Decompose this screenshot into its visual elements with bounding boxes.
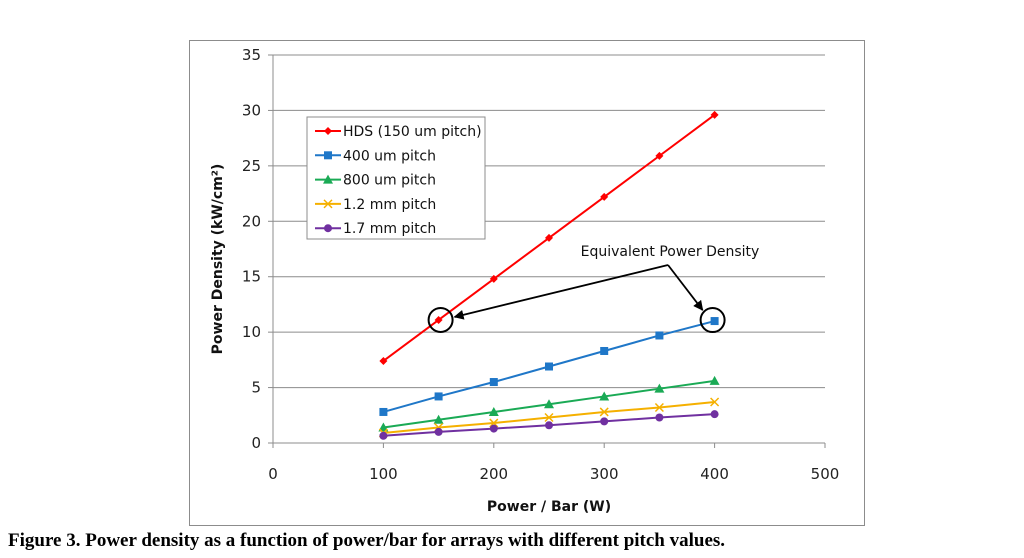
data-point xyxy=(545,362,553,371)
legend-label: 800 um pitch xyxy=(343,173,436,189)
series-5 xyxy=(379,410,719,440)
legend-marker xyxy=(324,127,332,135)
highlight-circle xyxy=(427,306,454,333)
data-point xyxy=(710,110,719,119)
y-axis-title: Power Density (kW/cm²) xyxy=(210,164,226,355)
data-point xyxy=(600,346,609,355)
data-point xyxy=(434,315,443,324)
data-point xyxy=(599,391,610,401)
series-group xyxy=(378,110,720,440)
data-point xyxy=(433,414,444,424)
data-point xyxy=(434,392,443,401)
annotation-label: Equivalent Power Density xyxy=(581,244,760,260)
data-point xyxy=(710,410,719,419)
series-2 xyxy=(379,317,719,416)
legend-box xyxy=(306,116,486,240)
data-point xyxy=(545,421,553,430)
data-point xyxy=(489,274,498,283)
y-tick-label: 30 xyxy=(242,101,261,119)
data-point xyxy=(434,427,443,436)
x-tick-label: 300 xyxy=(590,465,619,483)
data-point xyxy=(654,402,664,413)
data-point xyxy=(710,397,720,407)
data-point xyxy=(655,151,664,160)
data-point xyxy=(488,406,499,416)
data-point xyxy=(379,407,388,416)
data-point xyxy=(600,192,609,201)
y-tick-label: 10 xyxy=(242,323,261,341)
y-tick-label: 5 xyxy=(251,379,261,397)
legend-label: 1.2 mm pitch xyxy=(343,197,436,213)
y-tick-label: 20 xyxy=(242,212,261,230)
x-tick-label: 400 xyxy=(700,465,729,483)
data-point xyxy=(489,424,498,433)
legend-label: 1.7 mm pitch xyxy=(343,221,436,237)
figure-caption: Figure 3. Power density as a function of… xyxy=(8,530,726,551)
legend-item: 1.2 mm pitch xyxy=(315,197,436,213)
data-point xyxy=(599,407,609,417)
x-tick-label: 200 xyxy=(479,465,508,483)
x-axis-title: Power / Bar (W) xyxy=(487,499,611,515)
data-point xyxy=(545,233,553,242)
x-tick-label: 100 xyxy=(369,465,398,483)
highlight-circle xyxy=(699,307,726,334)
chart-frame xyxy=(189,40,865,526)
legend-item: 1.7 mm pitch xyxy=(315,221,436,237)
series-3 xyxy=(378,375,720,432)
data-point xyxy=(710,317,719,326)
power-density-chart: 0 5 10 15 20 25 30 35 0 100 200 300 400 500 Equivalen… xyxy=(210,46,839,515)
x-tick-label: 0 xyxy=(268,465,278,483)
data-point xyxy=(544,412,554,423)
legend-label: HDS (150 um pitch) xyxy=(343,124,482,140)
legend-item: 400 um pitch xyxy=(315,148,436,164)
y-tick-label: 0 xyxy=(251,434,261,452)
legend-label: 400 um pitch xyxy=(343,148,436,164)
data-point xyxy=(600,417,609,426)
data-point xyxy=(379,356,388,365)
data-point xyxy=(379,431,388,440)
legend-item: 800 um pitch xyxy=(315,173,436,189)
y-tick-label: 25 xyxy=(242,157,261,175)
annotation-arrow xyxy=(453,264,669,320)
data-point xyxy=(655,331,664,340)
data-point xyxy=(378,422,389,432)
legend-marker xyxy=(323,199,333,209)
data-point xyxy=(544,399,554,409)
data-point xyxy=(654,383,665,393)
data-point xyxy=(489,378,498,387)
x-tick-label: 500 xyxy=(811,465,840,483)
y-tick-label: 15 xyxy=(242,268,261,286)
axes: 0 5 10 15 20 25 30 35 0 100 200 300 400 500 xyxy=(242,46,839,483)
series-1 xyxy=(379,110,719,365)
annotation-arrow xyxy=(667,264,704,311)
legend-marker xyxy=(324,151,332,160)
data-point xyxy=(655,413,664,422)
legend-marker xyxy=(324,224,332,233)
annotation-group: Equivalent Power Density xyxy=(427,244,760,334)
legend: HDS (150 um pitch) 400 um pitch 800 um pit… xyxy=(306,116,486,240)
y-tick-label: 35 xyxy=(242,46,261,64)
data-point xyxy=(709,375,720,385)
legend-marker xyxy=(323,174,333,184)
legend-item: HDS (150 um pitch) xyxy=(315,124,482,140)
